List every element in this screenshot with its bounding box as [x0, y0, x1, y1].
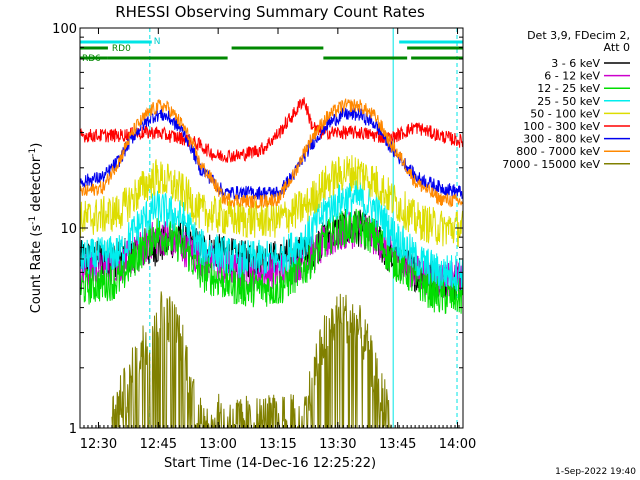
x-tick-label-1: 12:45 [140, 437, 177, 452]
legend-label-3: 25 - 50 keV [537, 95, 600, 108]
y-axis-title-main: Count Rate (s [29, 225, 44, 314]
series-line-2 [79, 208, 463, 315]
legend-label-8: 7000 - 15000 keV [502, 158, 600, 171]
y-axis-title-mid: detector [29, 156, 44, 216]
legend-label-4: 50 - 100 keV [530, 107, 600, 120]
series-layer [79, 97, 463, 429]
n-label: N [154, 37, 161, 47]
footer-date: 1-Sep-2022 19:40 [555, 467, 636, 477]
y-axis-title-end: ) [29, 143, 44, 148]
series-line-7 [79, 98, 463, 209]
y-axis-title-sup2: -1 [28, 148, 38, 157]
x-tick-label-6: 14:00 [439, 437, 476, 452]
y-axis-title: Count Rate (s-1 detector-1) [28, 143, 44, 314]
rd0-label: RD0 [112, 44, 131, 54]
ticks-layer: 12:30 12:45 13:00 13:15 13:30 13:45 14:00 1 10 10… [52, 22, 476, 452]
series-line-6 [79, 107, 463, 201]
y-tick-label-1: 10 [60, 222, 77, 237]
x-tick-label-0: 12:30 [80, 437, 117, 452]
rd6-label: RD6 [82, 54, 101, 64]
legend-label-5: 100 - 300 keV [523, 120, 600, 133]
legend-label-0: 3 - 6 keV [551, 57, 600, 70]
legend-label-2: 12 - 25 keV [537, 82, 600, 95]
x-tick-label-4: 13:30 [319, 437, 356, 452]
legend-label-7: 800 - 7000 keV [516, 145, 600, 158]
legend-label-1: 6 - 12 keV [544, 70, 600, 83]
series-line-8 [111, 291, 392, 429]
series-line-5 [79, 97, 463, 163]
legend-header-0: Det 3,9, FDecim 2, [527, 29, 630, 42]
y-tick-label-2: 100 [52, 22, 77, 37]
x-axis-title: Start Time (14-Dec-16 12:25:22) [164, 456, 376, 471]
legend-header-1: Att 0 [604, 41, 630, 54]
y-axis-title-sup1: -1 [28, 216, 38, 225]
x-tick-label-3: 13:15 [259, 437, 296, 452]
x-tick-label-5: 13:45 [379, 437, 416, 452]
legend-label-6: 300 - 800 keV [523, 133, 600, 146]
chart-title: RHESSI Observing Summary Count Rates [115, 3, 425, 21]
series-line-3 [79, 180, 463, 292]
series-line-4 [79, 155, 463, 248]
x-tick-label-2: 13:00 [199, 437, 236, 452]
y-tick-label-0: 1 [69, 422, 77, 437]
